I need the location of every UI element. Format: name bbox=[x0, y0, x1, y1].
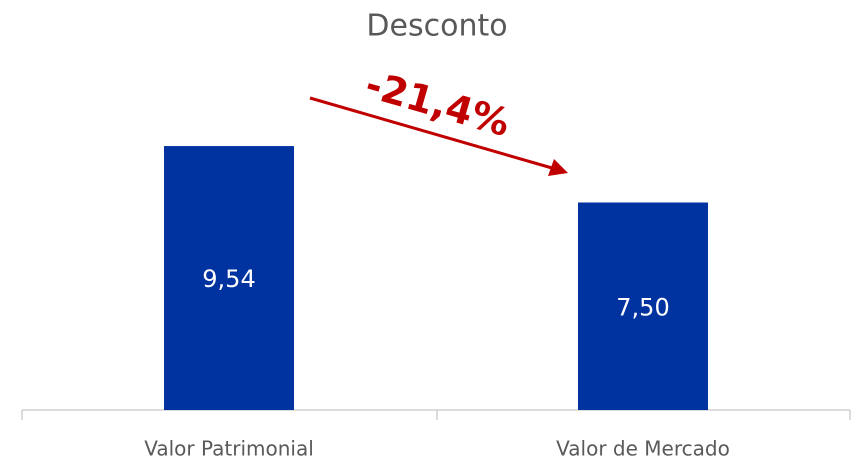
value-label: 7,50 bbox=[616, 293, 669, 321]
chart-title: Desconto bbox=[366, 9, 507, 44]
x-tick-label: Valor de Mercado bbox=[556, 437, 730, 461]
value-label: 9,54 bbox=[202, 265, 255, 293]
annotation: -21,4% bbox=[361, 62, 515, 145]
bar bbox=[578, 202, 708, 410]
arrow-line bbox=[309, 96, 553, 170]
arrow-head bbox=[548, 159, 568, 176]
x-tick-label: Valor Patrimonial bbox=[144, 437, 314, 461]
bar bbox=[164, 146, 294, 410]
